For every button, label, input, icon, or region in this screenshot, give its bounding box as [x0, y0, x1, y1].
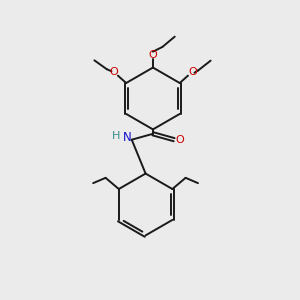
Text: H: H	[112, 131, 120, 141]
Text: O: O	[148, 50, 157, 61]
Text: O: O	[176, 135, 184, 145]
Text: O: O	[110, 67, 118, 77]
Text: N: N	[123, 131, 132, 144]
Text: O: O	[188, 67, 197, 77]
